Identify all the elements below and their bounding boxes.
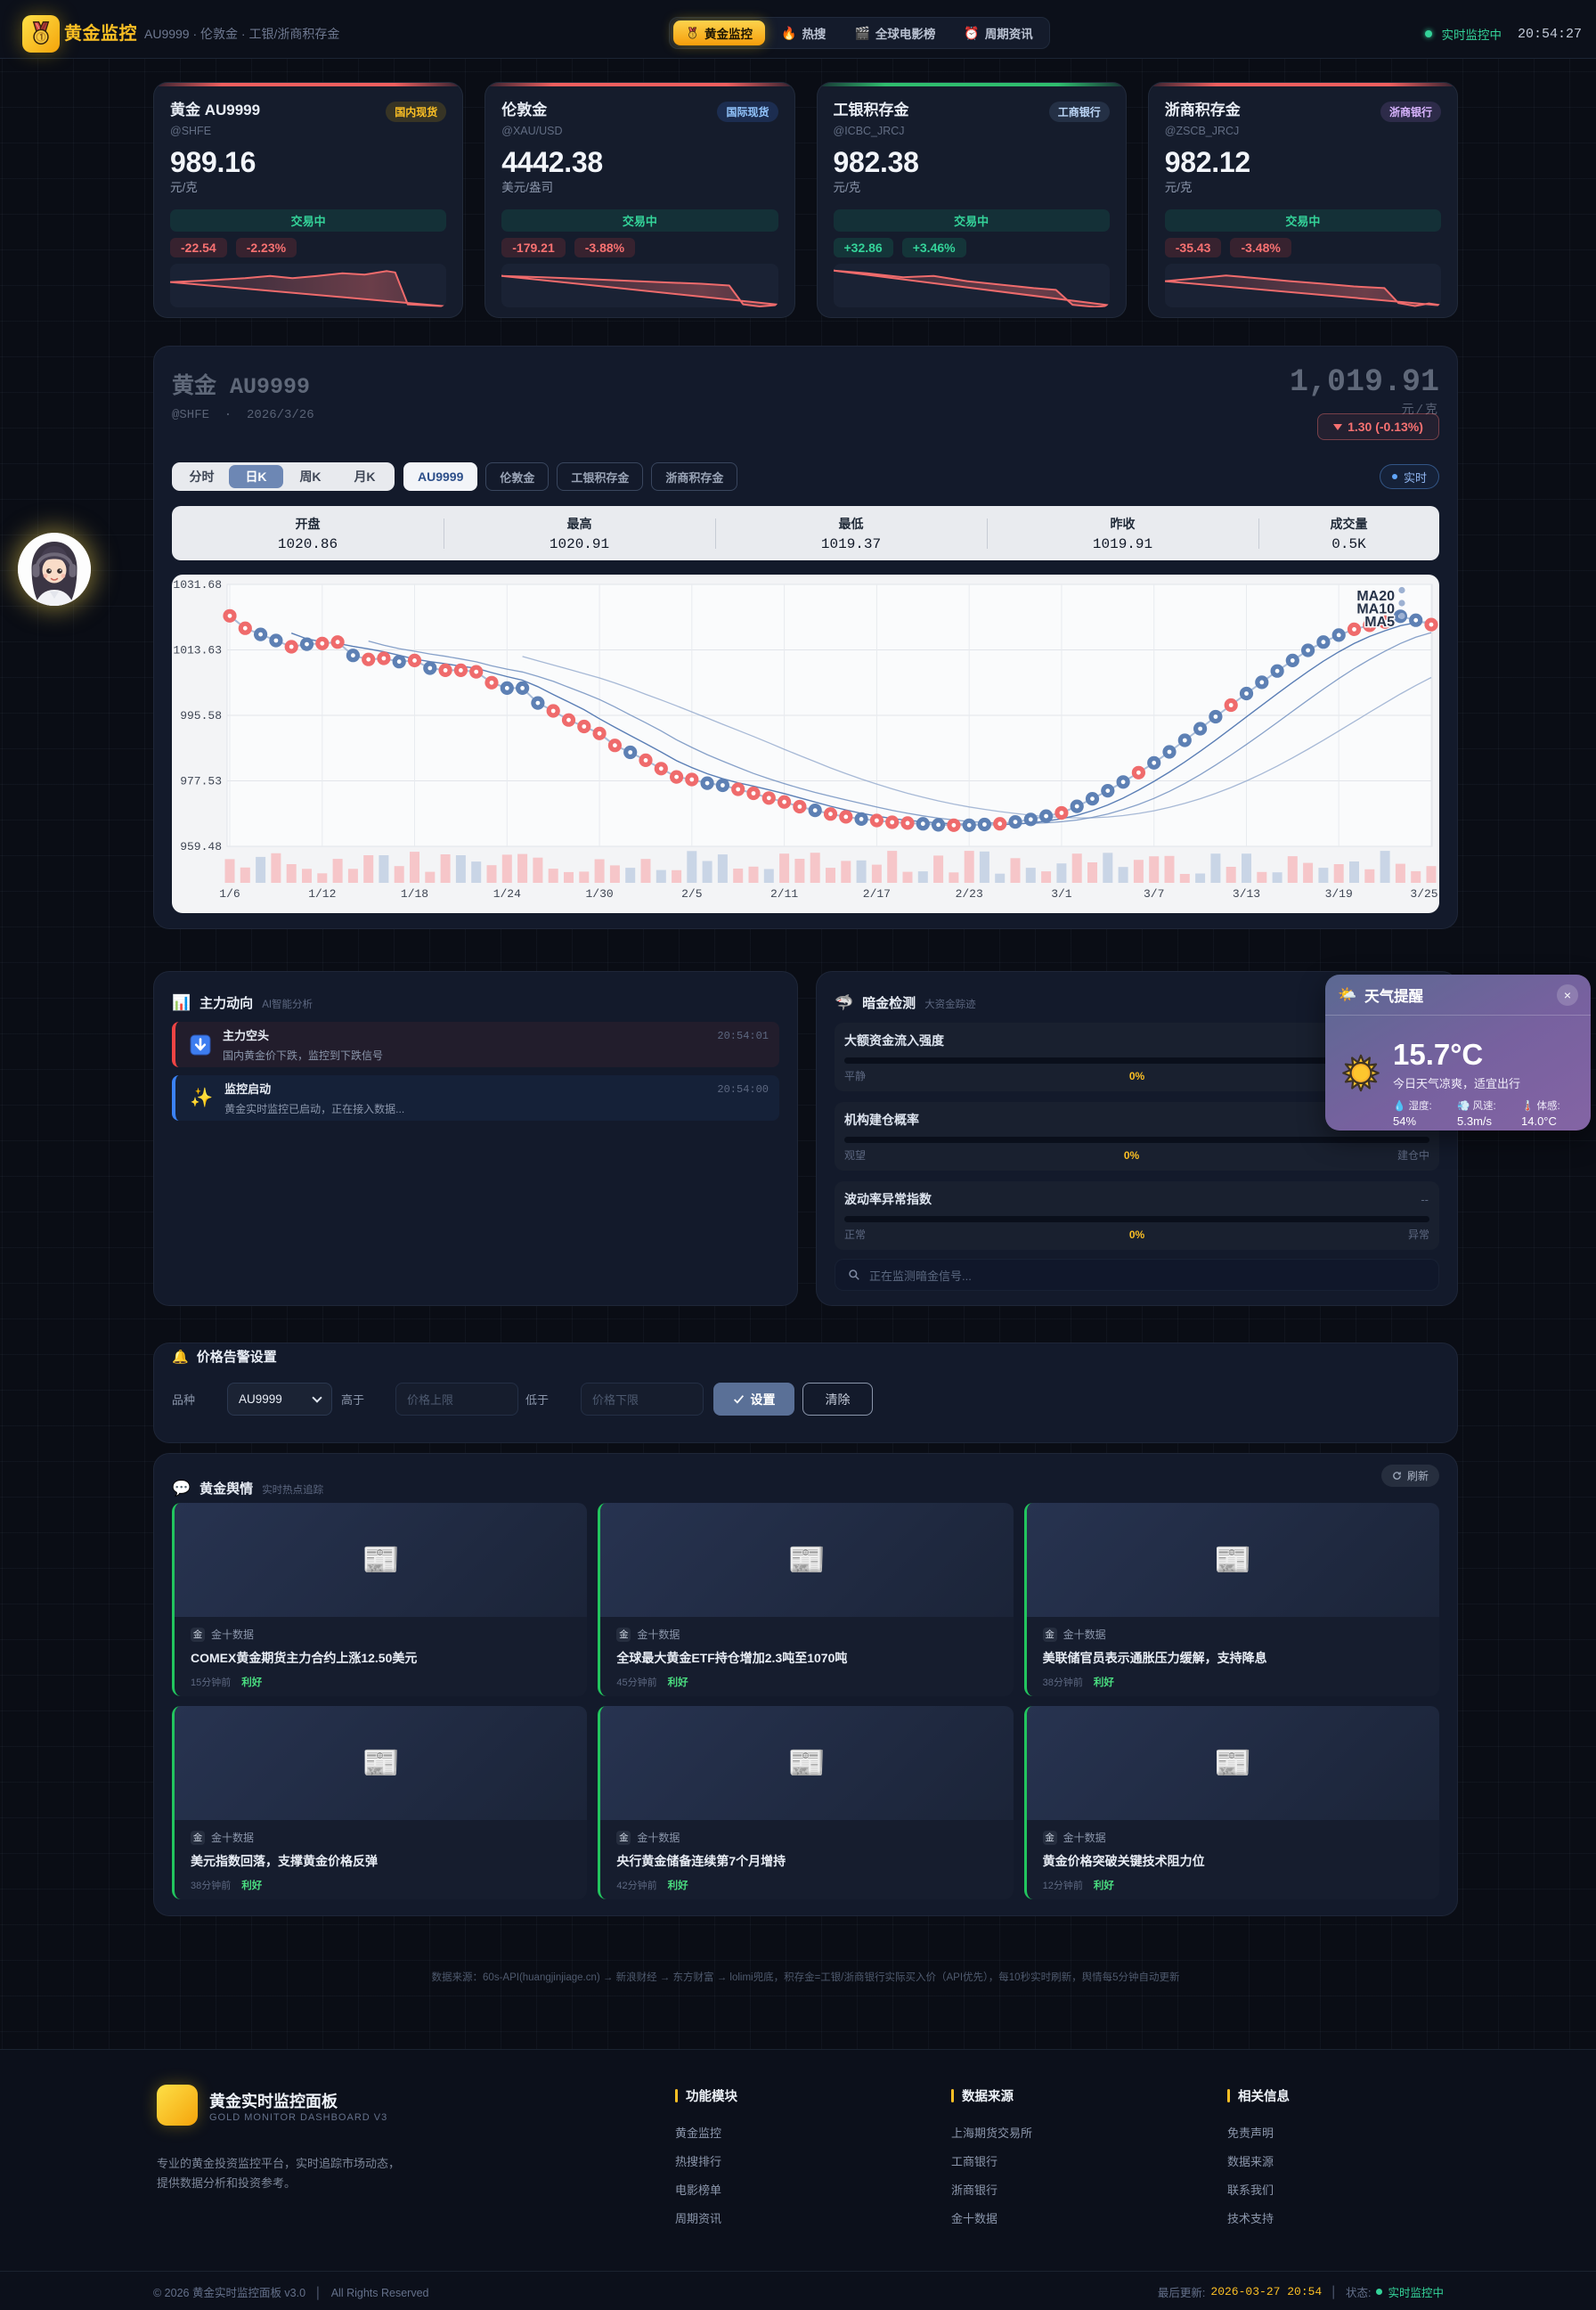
svg-text:MA20: MA20	[1356, 589, 1395, 604]
svg-text:3/19: 3/19	[1325, 887, 1353, 901]
svg-text:3/25: 3/25	[1410, 887, 1437, 901]
svg-text:1013.63: 1013.63	[173, 644, 222, 657]
svg-text:1/12: 1/12	[308, 887, 336, 901]
svg-text:1/6: 1/6	[219, 887, 240, 901]
svg-text:1/18: 1/18	[401, 887, 428, 901]
svg-text:2/23: 2/23	[956, 887, 983, 901]
svg-text:1/24: 1/24	[493, 887, 521, 901]
svg-text:MA10: MA10	[1356, 602, 1395, 617]
svg-text:3/1: 3/1	[1051, 887, 1072, 901]
svg-text:2/5: 2/5	[681, 887, 702, 901]
svg-text:3/13: 3/13	[1233, 887, 1260, 901]
svg-text:977.53: 977.53	[180, 775, 222, 788]
svg-text:1/30: 1/30	[585, 887, 613, 901]
svg-text:MA5: MA5	[1364, 615, 1395, 630]
svg-text:959.48: 959.48	[180, 840, 222, 853]
svg-text:2/17: 2/17	[863, 887, 891, 901]
svg-text:3/7: 3/7	[1144, 887, 1164, 901]
svg-text:995.58: 995.58	[180, 709, 222, 722]
svg-text:1031.68: 1031.68	[173, 578, 222, 592]
svg-text:2/11: 2/11	[770, 887, 798, 901]
